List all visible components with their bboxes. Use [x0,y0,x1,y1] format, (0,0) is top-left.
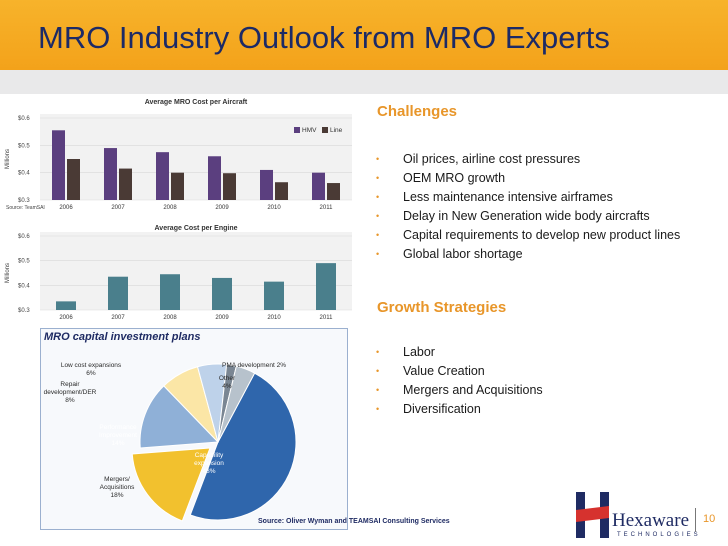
bar-line-2007 [119,168,132,200]
pie-label-repair: Repair development/DER 8% [43,381,97,404]
plot-area [40,232,352,310]
challenge-item: Capital requirements to develop new prod… [376,226,680,245]
y-tick-label: $0.6 [18,234,30,240]
logo-name: Hexaware [612,510,690,531]
legend-label: Line [330,127,343,134]
x-tick-label: 2011 [320,205,334,211]
pie-label-other: Other 4% [218,375,236,390]
bar-hmv-2008 [156,152,169,200]
chart-source: Source: TeamSAI [6,205,45,211]
bar-engine-2011 [316,263,336,310]
growth-strategy-item: Mergers and Acquisitions [376,381,543,400]
challenge-item: Global labor shortage [376,245,680,264]
x-tick-label: 2011 [320,315,334,321]
bar-engine-2008 [160,274,180,310]
growth-strategy-item: Diversification [376,400,543,419]
bar-line-2011 [327,183,340,200]
capital-investment-pie [131,363,297,522]
bar-line-2009 [223,173,236,200]
pie-label-capability: Capability expansion 48% [194,452,224,475]
pie-slice-capability-expansion [189,372,297,521]
y-axis-label: Millions [5,149,11,169]
logo-tagline: TECHNOLOGIES [617,532,701,538]
challenges-heading: Challenges [377,103,458,120]
y-tick-label: $0.4 [18,283,30,289]
bar-hmv-2010 [260,169,273,200]
x-tick-label: 2008 [163,205,177,211]
growth-list: LaborValue CreationMergers and Acquisiti… [376,343,543,419]
title-bar: MRO Industry Outlook from MRO Experts [0,0,728,70]
x-tick-label: 2010 [267,315,281,321]
pie-label-low-cost: Low cost expansions 6% [60,362,122,377]
x-tick-label: 2010 [267,205,281,211]
page-separator [695,508,696,532]
x-tick-label: 2009 [215,315,229,321]
bar-engine-2010 [264,281,284,310]
pie-slice-other [217,365,256,443]
bar-hmv-2009 [208,156,221,200]
legend-swatch [294,127,300,133]
x-tick-label: 2006 [59,315,73,321]
x-tick-label: 2007 [111,205,125,211]
challenges-list: Oil prices, airline cost pressuresOEM MR… [376,150,680,264]
y-tick-label: $0.3 [18,308,30,314]
aircraft-cost-chart: Average MRO Cost per Aircraft Millions $0.… [5,99,352,211]
bar-line-2010 [275,182,288,200]
bar-engine-2006 [56,301,76,310]
legend-swatch [322,127,328,133]
challenge-item: Less maintenance intensive airframes [376,188,680,207]
slide-title: MRO Industry Outlook from MRO Experts [38,20,610,55]
bar-engine-2009 [212,277,232,310]
y-tick-label: $0.4 [18,171,30,177]
x-tick-label: 2007 [111,315,125,321]
page-number: 10 [703,513,716,525]
chart-title: Average Cost per Engine [155,225,238,232]
chart-title: Average MRO Cost per Aircraft [145,99,248,106]
bar-hmv-2006 [52,130,65,200]
bar-hmv-2007 [104,148,117,200]
challenge-item: Oil prices, airline cost pressures [376,150,680,169]
y-axis-label: Millions [5,263,11,283]
pie-label-performance: Performance Improvement 14% [99,424,137,447]
x-tick-label: 2006 [59,205,73,211]
y-tick-label: $0.6 [18,116,30,122]
source-note: Source: Oliver Wyman and TEAMSAI Consult… [258,518,450,525]
growth-heading: Growth Strategies [377,299,507,316]
y-tick-label: $0.3 [18,198,30,204]
x-tick-label: 2008 [163,315,177,321]
x-tick-label: 2009 [215,205,229,211]
bar-line-2006 [67,159,80,200]
bar-line-2008 [171,172,184,200]
y-tick-label: $0.5 [18,143,30,149]
challenge-item: OEM MRO growth [376,169,680,188]
engine-cost-chart: Average Cost per Engine Millions $0.3 $0.4 $… [5,225,352,321]
pie-slice-performance-improvement [139,385,220,449]
bar-engine-2007 [108,276,128,310]
legend-label: HMV [302,127,317,134]
hexaware-logo-icon [576,492,609,538]
header-band [0,70,728,94]
growth-strategy-item: Value Creation [376,362,543,381]
pie-title: MRO capital investment plans [44,331,201,343]
pie-label-pma: PMA development 2% [222,362,286,369]
y-tick-label: $0.5 [18,259,30,265]
bar-hmv-2011 [312,172,325,200]
pie-slice-mergers-acquisitions [131,447,211,522]
growth-strategy-item: Labor [376,343,543,362]
pie-label-mergers: Mergers/ Acquisitions 18% [99,476,135,499]
challenge-item: Delay in New Generation wide body aircra… [376,207,680,226]
